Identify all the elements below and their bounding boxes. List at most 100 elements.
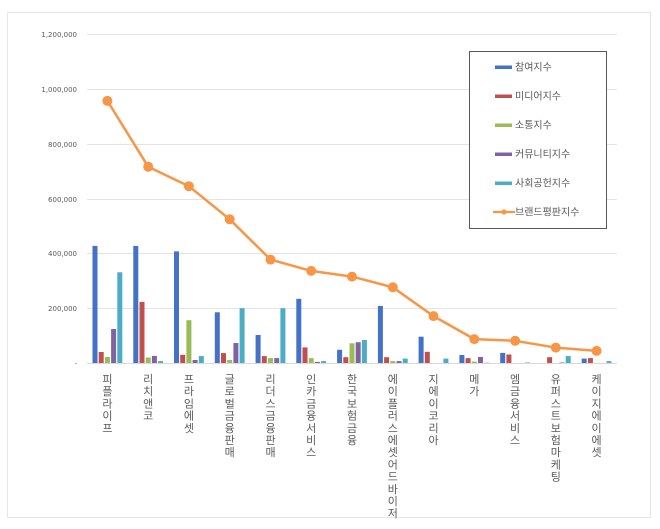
line-marker — [591, 345, 602, 356]
bar — [606, 361, 612, 363]
line-marker — [183, 181, 194, 192]
bar — [565, 356, 571, 363]
bar — [525, 362, 530, 363]
bar — [361, 340, 367, 363]
line-marker — [387, 282, 398, 293]
y-tick-label: 1,200,000 — [41, 31, 77, 39]
bar — [390, 361, 396, 363]
y-tick-label: 400,000 — [48, 250, 77, 258]
line-marker — [510, 335, 521, 346]
bar — [104, 357, 110, 363]
y-tick-label: 600,000 — [48, 196, 77, 204]
bar — [180, 354, 186, 363]
y-tick-label: - — [74, 360, 77, 368]
bar — [214, 312, 220, 363]
line-marker — [550, 342, 561, 353]
bar — [280, 308, 286, 363]
bar — [506, 354, 512, 363]
bar — [402, 358, 408, 363]
legend-item: 사회공헌지수 — [495, 178, 570, 190]
bar — [255, 335, 261, 363]
bar — [145, 357, 151, 363]
legend-label: 커뮤니티지수 — [515, 149, 570, 161]
bar — [343, 357, 349, 363]
bar — [547, 357, 553, 363]
line-marker — [102, 95, 113, 106]
bar — [186, 320, 192, 363]
bar-group — [92, 245, 123, 363]
bar — [261, 356, 267, 363]
legend-label: 사회공헌지수 — [515, 178, 570, 190]
bar — [98, 352, 104, 363]
bar — [239, 308, 245, 363]
bar-group — [174, 251, 204, 363]
legend-box — [469, 51, 607, 229]
x-axis: 피 플 라 이 프 리 치 앤 코 프 라 임 에 셋 글 로 벌 금 융 판 매 리 더 스 금 융 판 매 인 카 금 융 서 비 스 한 국 보 험 금… — [102, 373, 601, 520]
bar-group — [296, 298, 327, 363]
bar-group — [500, 352, 530, 363]
bar — [174, 251, 179, 363]
bar — [151, 355, 157, 363]
line-marker — [428, 311, 439, 322]
bar — [443, 358, 449, 363]
bar — [587, 358, 593, 363]
legend-label: 미디어지수 — [515, 91, 561, 103]
line-marker — [224, 214, 235, 225]
legend-marker — [501, 209, 507, 215]
bar-group — [581, 358, 612, 363]
y-tick-label: 800,000 — [48, 141, 77, 149]
bar-series — [92, 245, 612, 363]
bar — [459, 355, 465, 363]
bar-group — [337, 340, 367, 363]
legend-label: 브랜드평판지수 — [515, 207, 579, 219]
bar — [321, 361, 327, 363]
bar — [274, 358, 280, 363]
legend-label: 소통지수 — [515, 120, 552, 132]
bar-group — [255, 308, 286, 363]
legend-item: 브랜드평판지수 — [493, 207, 579, 219]
bar — [465, 358, 471, 363]
bar — [471, 361, 477, 363]
legend-item: 미디어지수 — [495, 91, 561, 103]
legend-swatch — [495, 181, 512, 185]
bar — [233, 343, 239, 363]
bar — [198, 356, 204, 363]
y-axis: - 200,000 400,000 600,000 800,000 1,000,000 1,… — [41, 31, 77, 368]
line-marker — [143, 161, 154, 172]
bar — [337, 349, 343, 363]
bar — [314, 361, 320, 363]
bar — [158, 361, 164, 363]
line-marker — [469, 334, 480, 345]
bar — [302, 347, 308, 363]
bar — [192, 360, 198, 363]
bar — [111, 329, 117, 363]
legend-swatch — [495, 152, 512, 156]
bar-group — [377, 306, 408, 363]
y-tick-label: 1,000,000 — [41, 86, 77, 94]
bar — [92, 245, 98, 363]
bar — [308, 358, 314, 363]
bar — [227, 360, 233, 363]
legend-item: 소통지수 — [495, 120, 552, 132]
bar — [133, 245, 139, 363]
y-tick-label: 200,000 — [48, 305, 77, 313]
bar — [500, 352, 506, 363]
bar — [424, 351, 430, 363]
bar — [418, 336, 424, 363]
bar-group — [418, 336, 449, 363]
bar — [559, 362, 565, 363]
legend-item: 참여지수 — [495, 62, 552, 74]
bar-group — [214, 308, 245, 363]
bar — [349, 343, 355, 363]
bar — [478, 357, 483, 363]
